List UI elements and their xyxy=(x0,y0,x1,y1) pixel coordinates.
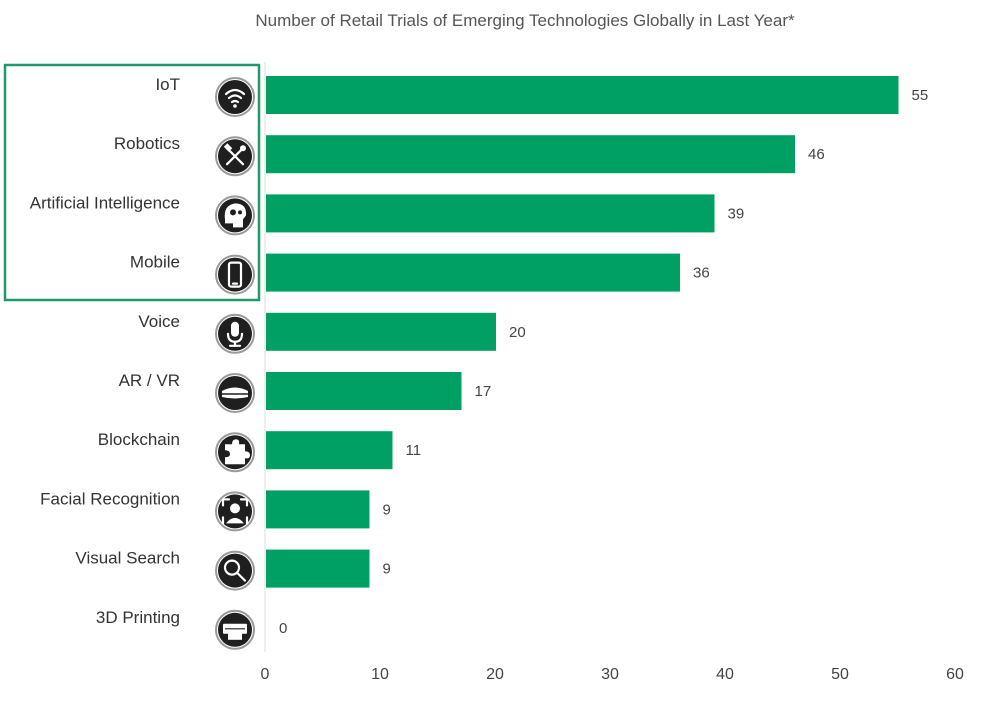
magnifier-icon xyxy=(215,550,255,591)
value-label-ar-vr: 17 xyxy=(475,383,492,400)
x-tick-label: 30 xyxy=(601,666,619,683)
value-label-mobile: 36 xyxy=(693,265,710,282)
value-label-robotics: 46 xyxy=(808,146,825,163)
bar-artificial-intelligence xyxy=(266,194,715,233)
value-label-voice: 20 xyxy=(509,324,526,341)
value-label-3d-printing: 0 xyxy=(279,620,287,637)
tools-icon xyxy=(215,136,255,177)
wifi-icon xyxy=(215,77,255,117)
bar-blockchain xyxy=(266,431,393,470)
category-label-3d-printing: 3D Printing xyxy=(96,608,180,627)
category-label-iot: IoT xyxy=(155,75,180,94)
x-tick-label: 20 xyxy=(486,666,504,683)
puzzle-icon xyxy=(215,432,255,473)
vr-headset-icon xyxy=(215,373,255,413)
category-label-robotics: Robotics xyxy=(114,134,180,153)
brain-gears-icon xyxy=(215,195,255,236)
category-label-blockchain: Blockchain xyxy=(98,430,180,449)
bar-mobile xyxy=(266,253,680,292)
bar-facial-recognition xyxy=(266,490,370,529)
face-scan-icon xyxy=(215,491,255,532)
bar-visual-search xyxy=(266,549,370,588)
x-tick-label: 60 xyxy=(946,666,964,683)
printer-icon xyxy=(215,609,255,650)
microphone-icon xyxy=(215,313,255,354)
bar-robotics xyxy=(266,135,795,174)
smartphone-icon xyxy=(215,254,255,295)
x-tick-label: 0 xyxy=(261,666,270,683)
category-label-mobile: Mobile xyxy=(130,253,180,272)
category-label-facial-recognition: Facial Recognition xyxy=(40,489,180,508)
highlight-box xyxy=(3,63,261,302)
category-label-artificial-intelligence: Artificial Intelligence xyxy=(30,193,180,212)
category-label-voice: Voice xyxy=(138,312,180,331)
x-tick-label: 50 xyxy=(831,666,849,683)
bar-ar-vr xyxy=(266,372,462,410)
category-label-ar-vr: AR / VR xyxy=(119,371,180,390)
category-label-visual-search: Visual Search xyxy=(75,549,180,568)
value-label-artificial-intelligence: 39 xyxy=(728,205,745,222)
x-tick-label: 10 xyxy=(371,666,389,683)
chart-title: Number of Retail Trials of Emerging Tech… xyxy=(255,11,795,30)
bar-iot xyxy=(266,76,899,114)
value-label-blockchain: 11 xyxy=(406,442,422,459)
x-tick-label: 40 xyxy=(716,666,734,683)
value-label-iot: 55 xyxy=(912,87,929,104)
bar-voice xyxy=(266,312,496,351)
value-label-facial-recognition: 9 xyxy=(383,501,391,518)
value-label-visual-search: 9 xyxy=(383,561,391,578)
